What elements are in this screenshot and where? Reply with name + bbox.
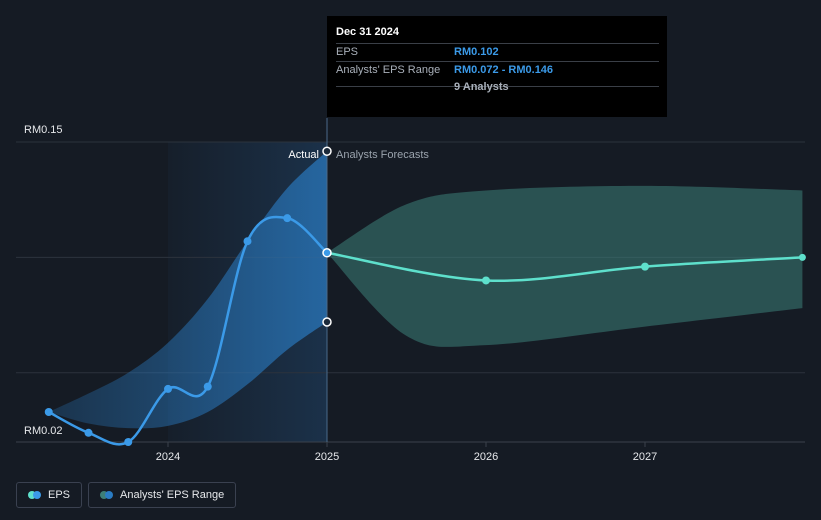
- x-tick-label-2: 2026: [474, 451, 498, 463]
- section-label-forecast: Analysts Forecasts: [336, 149, 429, 161]
- chart-legend: EPS Analysts' EPS Range: [16, 482, 237, 508]
- tooltip-eps-value: RM0.102: [454, 46, 499, 58]
- y-label-max: RM0.15: [24, 124, 63, 136]
- series-0-point-5: [243, 237, 252, 246]
- eps-legend-dot-front: [33, 491, 41, 499]
- legend-item-range[interactable]: Analysts' EPS Range: [88, 482, 237, 508]
- series-line-1: [326, 251, 803, 282]
- current-marker-1: [322, 248, 332, 258]
- legend-range-label: Analysts' EPS Range: [120, 489, 225, 501]
- tooltip-analysts-count: 9 Analysts: [454, 81, 509, 93]
- tooltip-range-key: Analysts' EPS Range: [336, 64, 441, 76]
- tooltip-range-values: RM0.072 - RM0.146 9 Analysts: [454, 62, 554, 93]
- series-0-point-2: [124, 438, 133, 446]
- y-label-min: RM0.02: [24, 425, 63, 437]
- eps-chart: RM0.15 RM0.02 2024 2025 2026 2027 Actual Analys…: [16, 118, 806, 463]
- current-marker-0: [322, 146, 332, 156]
- legend-item-eps[interactable]: EPS: [16, 482, 83, 508]
- series-0-point-6: [283, 214, 292, 223]
- x-tick-label-0: 2024: [156, 451, 180, 463]
- range-legend-dot-back: [100, 491, 109, 499]
- tooltip-row-range: Analysts' EPS Range RM0.072 - RM0.146 9 …: [336, 61, 659, 93]
- series-0-point-3: [164, 384, 172, 393]
- current-marker-2: [322, 317, 332, 327]
- tooltip-row-eps: EPS RM0.102: [336, 43, 659, 61]
- tooltip-range-value: RM0.072 - RM0.146: [454, 64, 554, 76]
- x-tick-label-1: 2025: [315, 451, 339, 463]
- actual-range-band: [48, 151, 327, 429]
- chart-tooltip: Dec 31 2024 EPS RM0.102 Analysts' EPS Ra…: [327, 16, 667, 117]
- series-1-point-2: [641, 262, 649, 271]
- series-0-point-1: [84, 428, 93, 437]
- x-tick-label-3: 2027: [633, 451, 657, 463]
- range-legend-icon: [100, 491, 114, 499]
- range-legend-dot-front: [105, 491, 114, 499]
- section-label-actual: Actual: [288, 149, 319, 161]
- tooltip-eps-key: EPS: [336, 46, 359, 58]
- eps-legend-dot-back: [28, 491, 36, 499]
- series-0-point-4: [203, 382, 212, 391]
- legend-eps-label: EPS: [48, 489, 71, 501]
- forecast-range-band: [327, 185, 803, 347]
- series-line-0: [48, 215, 328, 446]
- tooltip-date: Dec 31 2024: [336, 26, 399, 38]
- series-0-point-0: [44, 408, 53, 416]
- eps-legend-icon: [28, 491, 41, 499]
- series-1-point-1: [482, 276, 490, 285]
- series-1-point-3: [798, 253, 806, 261]
